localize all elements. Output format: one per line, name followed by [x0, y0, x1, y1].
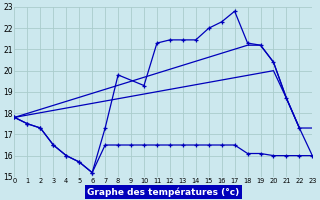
X-axis label: Graphe des températures (°c): Graphe des températures (°c)	[87, 187, 240, 197]
